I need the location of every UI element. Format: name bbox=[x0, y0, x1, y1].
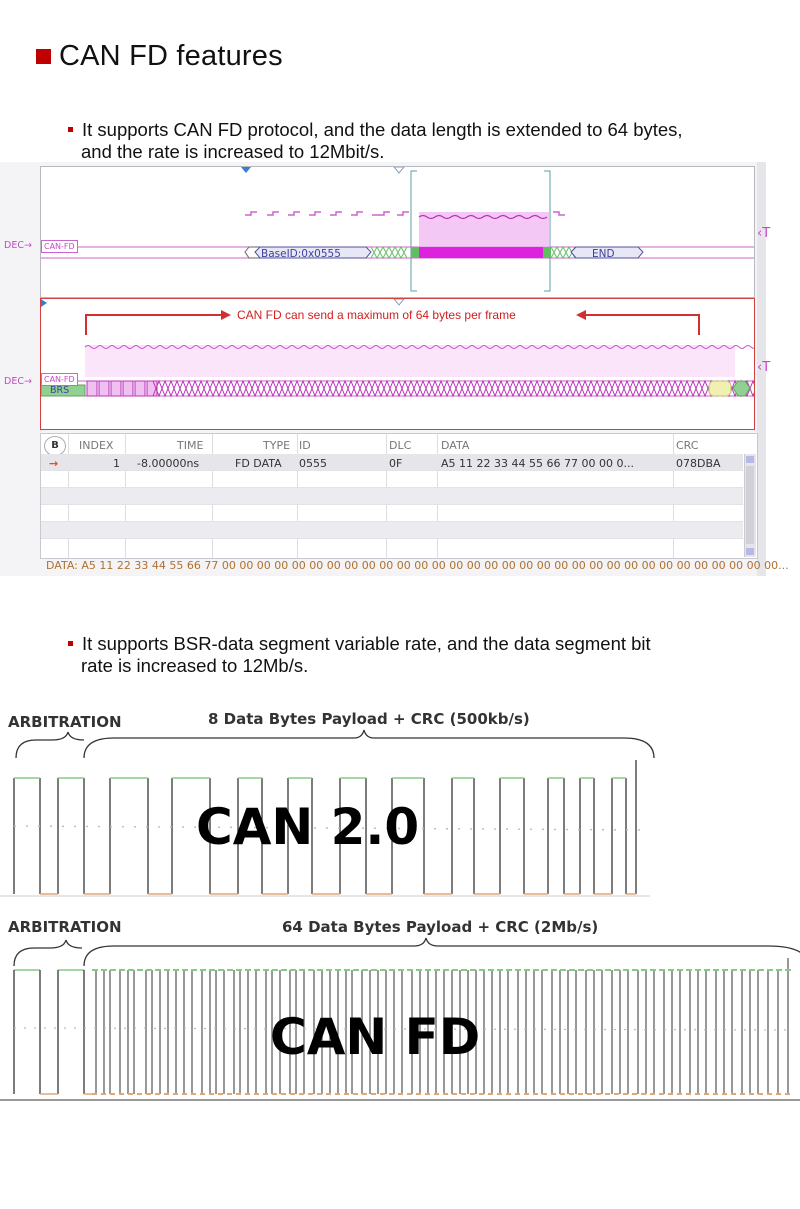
bullet-2: It supports BSR-data segment variable ra… bbox=[68, 633, 651, 677]
can20-arbitration-label: ARBITRATION bbox=[8, 713, 122, 731]
table-scrollbar[interactable] bbox=[744, 454, 756, 557]
col-header-type[interactable]: TYPE bbox=[263, 439, 291, 452]
dec-label-2: DEC→ bbox=[4, 376, 32, 387]
brs-label: BRS bbox=[50, 385, 70, 396]
decode-table: B INDEX TIME TYPE ID DLC DATA CRC → 1 -8… bbox=[40, 433, 758, 559]
decode-waveform-2 bbox=[41, 299, 754, 398]
canfd-title: CAN FD bbox=[270, 1008, 481, 1066]
cursor-marker-icon bbox=[241, 167, 251, 173]
can20-payload-label: 8 Data Bytes Payload + CRC (500kb/s) bbox=[208, 710, 530, 728]
canfd-payload-label: 64 Data Bytes Payload + CRC (2Mb/s) bbox=[282, 918, 599, 936]
decode-waveform-1 bbox=[41, 167, 754, 292]
scope-right-margin bbox=[757, 162, 766, 576]
cell-time: -8.00000ns bbox=[137, 457, 200, 470]
max-bytes-annotation: CAN FD can send a maximum of 64 bytes pe… bbox=[237, 308, 516, 322]
bus-tag-2: CAN-FD bbox=[41, 373, 78, 386]
bullet-square-icon-2 bbox=[68, 640, 73, 646]
cell-crc: 078DBA bbox=[676, 457, 721, 470]
trigger-marker-icon bbox=[393, 167, 405, 174]
bullet-1-line-2: and the rate is increased to 12Mbit/s. bbox=[81, 141, 385, 162]
scroll-thumb[interactable] bbox=[746, 466, 754, 544]
bus-tag-1: CAN-FD bbox=[41, 240, 78, 253]
cell-index: 1 bbox=[113, 457, 120, 470]
canfd-arbitration-label: ARBITRATION bbox=[8, 918, 122, 936]
decode-panel-1: CAN-FD BaseID:0x0555 END bbox=[40, 166, 755, 298]
cell-type: FD DATA bbox=[235, 457, 282, 470]
bullet-2-line-2: rate is increased to 12Mb/s. bbox=[81, 655, 309, 676]
row-pointer-arrow-icon: → bbox=[49, 457, 59, 470]
can20-bit-waveform bbox=[0, 729, 655, 897]
trigger-level-2: ‹T bbox=[757, 360, 771, 375]
decode-panel-2: CAN FD can send a maximum of 64 bytes pe… bbox=[40, 298, 755, 430]
col-header-data[interactable]: DATA bbox=[441, 439, 470, 452]
scroll-up-icon[interactable] bbox=[746, 456, 754, 463]
canfd-bit-waveform bbox=[0, 937, 800, 1101]
col-header-crc[interactable]: CRC bbox=[676, 439, 699, 452]
dec-label-1: DEC→ bbox=[4, 240, 32, 251]
bullet-2-line-1: It supports BSR-data segment variable ra… bbox=[82, 633, 651, 654]
table-row-selected[interactable] bbox=[41, 454, 743, 470]
bus-b-icon[interactable]: B bbox=[44, 436, 66, 456]
heading-square-icon bbox=[36, 48, 51, 64]
trigger-level-1: ‹T bbox=[757, 226, 771, 241]
col-header-id[interactable]: ID bbox=[299, 439, 311, 452]
cell-dlc: 0F bbox=[389, 457, 403, 470]
end-label: END bbox=[592, 248, 615, 260]
trigger-marker-icon-2 bbox=[393, 299, 405, 306]
data-bar: DATA: A5 11 22 33 44 55 66 77 00 00 00 0… bbox=[46, 559, 789, 572]
left-marker-icon bbox=[41, 299, 47, 307]
canfd-diagram: ARBITRATION 64 Data Bytes Payload + CRC … bbox=[0, 908, 800, 1108]
cell-id: 0555 bbox=[299, 457, 327, 470]
col-header-dlc[interactable]: DLC bbox=[389, 439, 412, 452]
cell-data: A5 11 22 33 44 55 66 77 00 00 0... bbox=[441, 457, 634, 470]
base-id-label: BaseID:0x0555 bbox=[261, 248, 341, 260]
scroll-down-icon[interactable] bbox=[746, 548, 754, 555]
bullet-1-line-1: It supports CAN FD protocol, and the dat… bbox=[82, 119, 683, 140]
can20-diagram: ARBITRATION 8 Data Bytes Payload + CRC (… bbox=[0, 700, 800, 900]
bullet-square-icon bbox=[68, 126, 73, 132]
can20-title: CAN 2.0 bbox=[196, 798, 420, 856]
section-heading: CAN FD features bbox=[36, 38, 283, 74]
col-header-time[interactable]: TIME bbox=[177, 439, 204, 452]
page-title: CAN FD features bbox=[59, 39, 283, 72]
bullet-1: It supports CAN FD protocol, and the dat… bbox=[68, 119, 683, 163]
col-header-index[interactable]: INDEX bbox=[79, 439, 114, 452]
